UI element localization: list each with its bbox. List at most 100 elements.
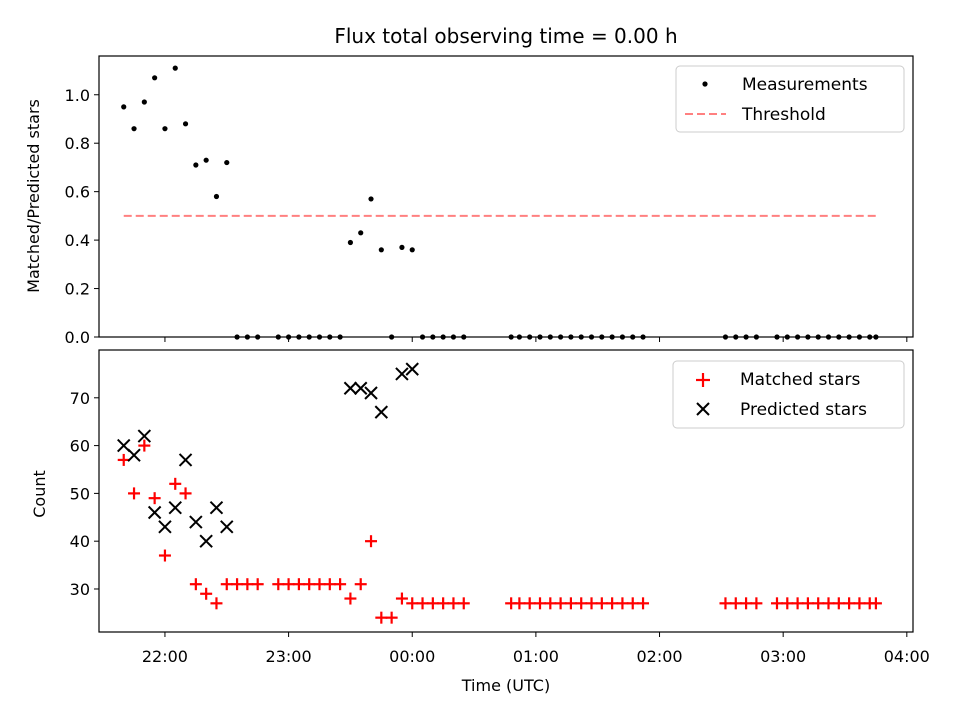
bottom-y-axis-label: Count bbox=[30, 470, 49, 518]
matched-star-point bbox=[303, 578, 316, 591]
top-y-tick-label: 0.8 bbox=[65, 134, 90, 153]
predicted-star-point bbox=[220, 520, 234, 534]
measurement-point bbox=[399, 244, 405, 250]
measurement-point bbox=[121, 104, 127, 110]
predicted-star-point bbox=[168, 501, 182, 515]
matched-star-point bbox=[513, 597, 526, 610]
predicted-star-point bbox=[199, 534, 213, 548]
matched-star-point bbox=[354, 578, 367, 591]
matched-star-point bbox=[241, 578, 254, 591]
predicted-star-point bbox=[189, 515, 203, 529]
measurement-point bbox=[193, 162, 199, 168]
matched-star-point bbox=[544, 597, 557, 610]
predicted-star-point bbox=[343, 381, 358, 395]
predicted-star-point bbox=[147, 505, 162, 520]
matched-star-point bbox=[447, 597, 460, 610]
matched-star-point bbox=[523, 597, 536, 610]
legend-matched-marker bbox=[696, 373, 710, 387]
measurement-point bbox=[203, 157, 209, 163]
matched-star-point bbox=[200, 587, 213, 600]
matched-star-point bbox=[375, 611, 388, 624]
legend-measurements-marker bbox=[702, 81, 708, 87]
matched-star-point bbox=[843, 597, 856, 610]
x-tick-label: 03:00 bbox=[760, 647, 806, 666]
matched-star-point bbox=[534, 597, 547, 610]
matched-star-point bbox=[585, 597, 598, 610]
x-tick-label: 22:00 bbox=[142, 647, 188, 666]
legend-measurements-label: Measurements bbox=[742, 75, 868, 95]
top-y-tick-label: 0.6 bbox=[65, 183, 90, 202]
predicted-star-point bbox=[354, 381, 368, 395]
bottom-legend: Matched stars Predicted stars bbox=[672, 360, 905, 429]
measurement-point bbox=[368, 196, 374, 202]
matched-star-point bbox=[637, 597, 650, 610]
bottom-y-tick-label: 60 bbox=[70, 437, 90, 456]
measurement-point bbox=[347, 239, 354, 246]
matched-star-point bbox=[437, 597, 450, 610]
matched-star-point bbox=[822, 597, 835, 610]
matched-star-point bbox=[869, 597, 882, 610]
measurement-point bbox=[152, 75, 158, 81]
predicted-star-point bbox=[127, 448, 141, 462]
measurement-point bbox=[409, 247, 415, 253]
measurement-point bbox=[131, 126, 137, 132]
matched-star-point bbox=[750, 597, 763, 610]
x-tick-label: 04:00 bbox=[884, 647, 930, 666]
bottom-y-tick-label: 70 bbox=[70, 389, 90, 408]
matched-star-point bbox=[344, 592, 357, 605]
matched-star-point bbox=[801, 597, 814, 610]
measurement-point bbox=[172, 65, 178, 71]
measurement-point bbox=[162, 126, 168, 132]
matched-star-point bbox=[554, 597, 567, 610]
matched-star-point bbox=[457, 597, 470, 610]
matched-star-point bbox=[169, 477, 182, 490]
matched-star-point bbox=[323, 578, 336, 591]
matched-star-point bbox=[406, 597, 419, 610]
matched-star-point bbox=[220, 578, 233, 591]
predicted-star-point bbox=[178, 453, 193, 467]
predicted-star-point bbox=[137, 429, 152, 443]
matched-star-point bbox=[832, 597, 845, 610]
bottom-plot-frame bbox=[98, 349, 914, 633]
top-y-axis-label: Matched/Predicted stars bbox=[24, 99, 43, 293]
top-plot-frame bbox=[98, 55, 914, 338]
matched-star-point bbox=[606, 597, 619, 610]
matched-star-point bbox=[365, 535, 378, 548]
measurement-point bbox=[213, 193, 220, 200]
measurement-point bbox=[358, 230, 364, 236]
top-y-tick-label: 0.0 bbox=[65, 328, 90, 347]
top-y-tick-label: 0.2 bbox=[65, 280, 90, 299]
chart-title: Flux total observing time = 0.00 h bbox=[334, 24, 677, 48]
matched-star-point bbox=[426, 597, 439, 610]
x-tick-label: 02:00 bbox=[636, 647, 682, 666]
matched-star-point bbox=[334, 578, 347, 591]
matched-star-point bbox=[282, 578, 295, 591]
predicted-star-point bbox=[405, 362, 419, 376]
matched-star-point bbox=[313, 578, 326, 591]
matched-star-point bbox=[729, 597, 742, 610]
matched-star-point bbox=[179, 487, 192, 500]
predicted-star-point bbox=[395, 367, 409, 381]
matched-star-point bbox=[272, 578, 285, 591]
x-tick-label: 01:00 bbox=[513, 647, 559, 666]
bottom-y-tick-label: 30 bbox=[70, 580, 90, 599]
matched-star-point bbox=[616, 597, 629, 610]
predicted-star-point bbox=[158, 520, 172, 534]
matched-star-point bbox=[148, 492, 161, 505]
matched-star-point bbox=[740, 597, 753, 610]
top-y-tick-label: 0.4 bbox=[65, 231, 90, 250]
matched-star-point bbox=[595, 597, 608, 610]
predicted-star-point bbox=[209, 501, 224, 515]
legend-predicted-label: Predicted stars bbox=[740, 400, 867, 420]
matched-star-point bbox=[395, 592, 408, 605]
top-panel: 0.0 0.2 0.4 0.6 0.8 1.0 Matched/Predicted sta… bbox=[24, 55, 914, 347]
measurement-point bbox=[182, 121, 189, 127]
matched-star-point bbox=[231, 578, 244, 591]
matched-star-point bbox=[781, 597, 794, 610]
x-tick-label: 23:00 bbox=[266, 647, 312, 666]
matched-star-point bbox=[719, 597, 732, 610]
matched-star-point bbox=[189, 578, 202, 591]
bottom-panel: 30 40 50 60 70 22:00 23:00 00:00 01:00 02:00 03:0… bbox=[30, 349, 930, 695]
matched-star-point bbox=[812, 597, 825, 610]
matched-star-point bbox=[564, 597, 577, 610]
